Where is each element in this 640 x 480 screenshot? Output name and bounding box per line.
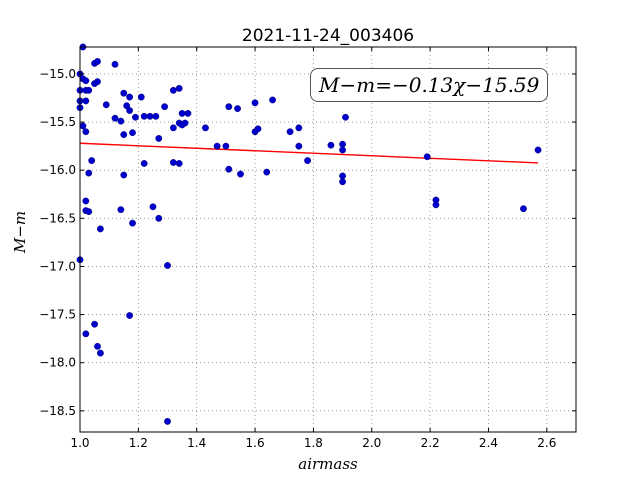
data-point (339, 140, 346, 148)
data-point (117, 206, 125, 214)
y-axis-label: M−m (11, 210, 29, 253)
chart-title: 2021-11-24_003406 (241, 26, 415, 46)
y-tick-label: −18.5 (39, 404, 76, 418)
data-point (295, 124, 303, 132)
data-point (82, 128, 90, 136)
data-point (149, 203, 157, 211)
data-point (175, 160, 183, 167)
data-point (327, 141, 335, 149)
data-point (178, 110, 186, 117)
data-point (129, 219, 136, 227)
x-tick-label: 1.2 (129, 436, 148, 450)
data-point (225, 165, 233, 173)
fit-line (79, 142, 539, 164)
data-point (432, 201, 440, 209)
data-point (164, 418, 171, 425)
data-point (137, 93, 145, 101)
data-point (97, 225, 104, 233)
data-point (126, 312, 134, 319)
data-point (295, 142, 303, 150)
data-point (254, 125, 262, 133)
data-point (342, 113, 349, 121)
data-point (178, 121, 186, 129)
data-point (88, 157, 96, 164)
data-point (286, 128, 294, 136)
data-point (94, 58, 101, 65)
data-point (85, 86, 93, 94)
x-tick-label: 1.4 (187, 436, 206, 450)
y-tick-label: −16.0 (39, 163, 76, 177)
y-tick-label: −15.0 (39, 67, 76, 81)
data-point (155, 214, 163, 222)
data-point (117, 117, 125, 125)
y-tick-label: −15.5 (39, 115, 76, 129)
x-tick-label: 2.0 (362, 436, 381, 450)
data-point (202, 124, 209, 132)
data-point (91, 320, 98, 328)
x-axis-label: airmass (298, 455, 358, 473)
data-point (94, 342, 101, 350)
data-point (82, 77, 90, 85)
data-point (94, 78, 101, 86)
x-tick-label: 1.6 (246, 436, 265, 450)
data-point (129, 129, 136, 137)
x-tick-label: 2.6 (537, 436, 556, 450)
plot-frame (79, 46, 577, 433)
data-point (304, 157, 311, 164)
data-point (251, 99, 259, 107)
x-tick-label: 2.2 (421, 436, 440, 450)
data-point (339, 172, 346, 180)
data-point (97, 349, 104, 357)
data-point (164, 262, 171, 269)
data-point (126, 107, 134, 114)
data-point (120, 171, 128, 179)
data-point (169, 86, 177, 94)
data-point (126, 93, 134, 101)
data-point (111, 114, 119, 122)
data-point (161, 103, 169, 111)
data-point (339, 178, 346, 186)
x-tick-label: 1.8 (304, 436, 323, 450)
data-point (213, 142, 221, 150)
data-point (169, 159, 177, 166)
data-point (140, 160, 148, 167)
data-point (520, 205, 527, 213)
data-point (82, 97, 90, 105)
data-point (534, 146, 542, 154)
data-point (263, 168, 271, 176)
data-point (155, 135, 163, 142)
data-point (79, 122, 87, 130)
data-point (175, 84, 183, 92)
y-tick-label: −17.0 (39, 259, 76, 273)
y-tick-label: −17.5 (39, 308, 76, 322)
x-tick-label: 1.0 (70, 436, 89, 450)
data-point (146, 112, 154, 120)
data-point (152, 112, 160, 120)
data-point (132, 113, 139, 121)
data-point (111, 60, 119, 68)
data-point (237, 170, 244, 178)
data-point (225, 103, 233, 111)
data-point (85, 208, 93, 215)
y-tick-label: −18.0 (39, 356, 76, 370)
data-point (222, 142, 230, 150)
data-point (102, 101, 110, 109)
data-point (423, 153, 431, 161)
y-tick-label: −16.5 (39, 211, 76, 225)
data-point (169, 124, 177, 132)
fit-equation-box: M−m=−0.13χ−15.59 (310, 68, 549, 102)
data-point (85, 169, 93, 177)
data-point (120, 131, 128, 138)
data-point (269, 96, 276, 104)
data-point (339, 146, 346, 154)
data-point (184, 110, 192, 117)
x-tick-label: 2.4 (479, 436, 498, 450)
data-point (140, 112, 148, 120)
data-point (234, 105, 241, 113)
data-point (120, 89, 128, 97)
data-point (82, 330, 90, 338)
data-point (82, 197, 90, 205)
